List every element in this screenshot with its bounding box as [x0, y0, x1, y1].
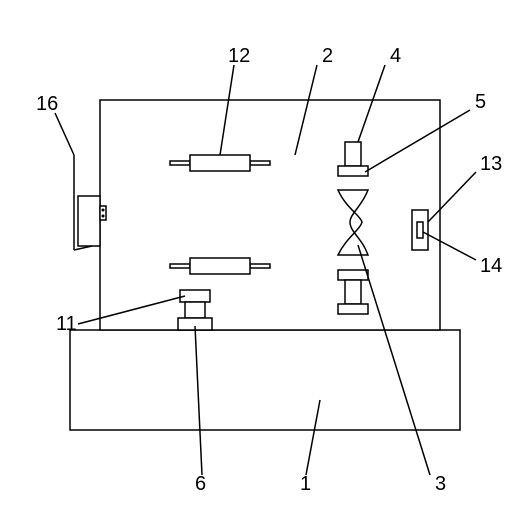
left-device-tab — [100, 206, 106, 220]
label-n11: 11 — [56, 313, 77, 335]
label-n14: 14 — [480, 255, 502, 277]
clamp-upper-stem — [345, 142, 361, 166]
clamp-lower-head — [338, 270, 368, 280]
label-n5: 5 — [475, 91, 486, 113]
schematic-canvas: 1234561112131416 — [0, 0, 526, 527]
label-n12: 12 — [228, 45, 250, 67]
support-mid — [185, 302, 205, 318]
leader-l16a — [55, 113, 74, 155]
label-n4: 4 — [390, 45, 401, 67]
roller-top — [190, 155, 250, 171]
clamp-lower-stem — [345, 280, 361, 304]
clamp-upper-head — [338, 166, 368, 176]
label-n6: 6 — [195, 473, 206, 495]
label-n2: 2 — [322, 45, 333, 67]
right-slot — [417, 222, 423, 238]
clamp-lower-base — [338, 304, 368, 314]
base-block — [70, 330, 460, 430]
left-device — [78, 196, 100, 246]
shapes-layer — [70, 100, 460, 430]
label-n1: 1 — [300, 473, 311, 495]
label-n3: 3 — [435, 473, 446, 495]
label-n16: 16 — [36, 93, 58, 115]
label-n13: 13 — [480, 153, 502, 175]
upper-block — [100, 100, 440, 330]
roller-bottom — [190, 258, 250, 274]
